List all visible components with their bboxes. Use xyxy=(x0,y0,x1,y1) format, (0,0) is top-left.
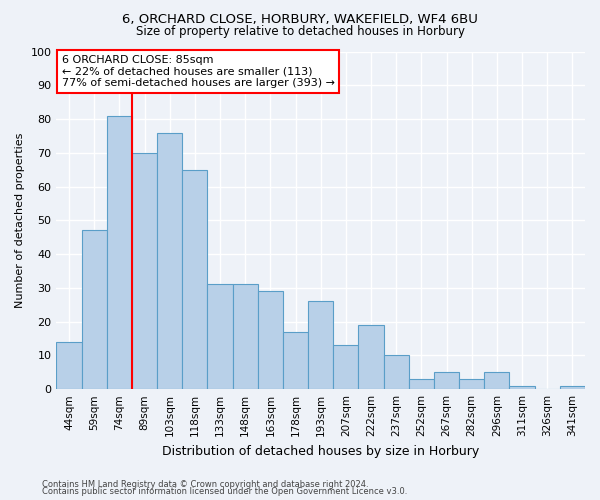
X-axis label: Distribution of detached houses by size in Horbury: Distribution of detached houses by size … xyxy=(162,444,479,458)
Bar xyxy=(283,332,308,389)
Text: 6, ORCHARD CLOSE, HORBURY, WAKEFIELD, WF4 6BU: 6, ORCHARD CLOSE, HORBURY, WAKEFIELD, WF… xyxy=(122,12,478,26)
Text: Contains public sector information licensed under the Open Government Licence v3: Contains public sector information licen… xyxy=(42,487,407,496)
Bar xyxy=(157,132,182,389)
Bar xyxy=(409,379,434,389)
Text: 6 ORCHARD CLOSE: 85sqm
← 22% of detached houses are smaller (113)
77% of semi-de: 6 ORCHARD CLOSE: 85sqm ← 22% of detached… xyxy=(62,55,335,88)
Bar xyxy=(459,379,484,389)
Bar xyxy=(82,230,107,389)
Bar xyxy=(358,325,383,389)
Bar xyxy=(434,372,459,389)
Bar xyxy=(182,170,208,389)
Text: Contains HM Land Registry data © Crown copyright and database right 2024.: Contains HM Land Registry data © Crown c… xyxy=(42,480,368,489)
Bar xyxy=(56,342,82,389)
Bar xyxy=(383,356,409,389)
Bar xyxy=(509,386,535,389)
Text: Size of property relative to detached houses in Horbury: Size of property relative to detached ho… xyxy=(136,25,464,38)
Bar xyxy=(208,284,233,389)
Bar xyxy=(107,116,132,389)
Bar xyxy=(484,372,509,389)
Bar xyxy=(132,153,157,389)
Bar xyxy=(233,284,258,389)
Bar xyxy=(308,302,333,389)
Bar xyxy=(560,386,585,389)
Bar xyxy=(333,346,358,389)
Bar xyxy=(258,292,283,389)
Y-axis label: Number of detached properties: Number of detached properties xyxy=(15,132,25,308)
